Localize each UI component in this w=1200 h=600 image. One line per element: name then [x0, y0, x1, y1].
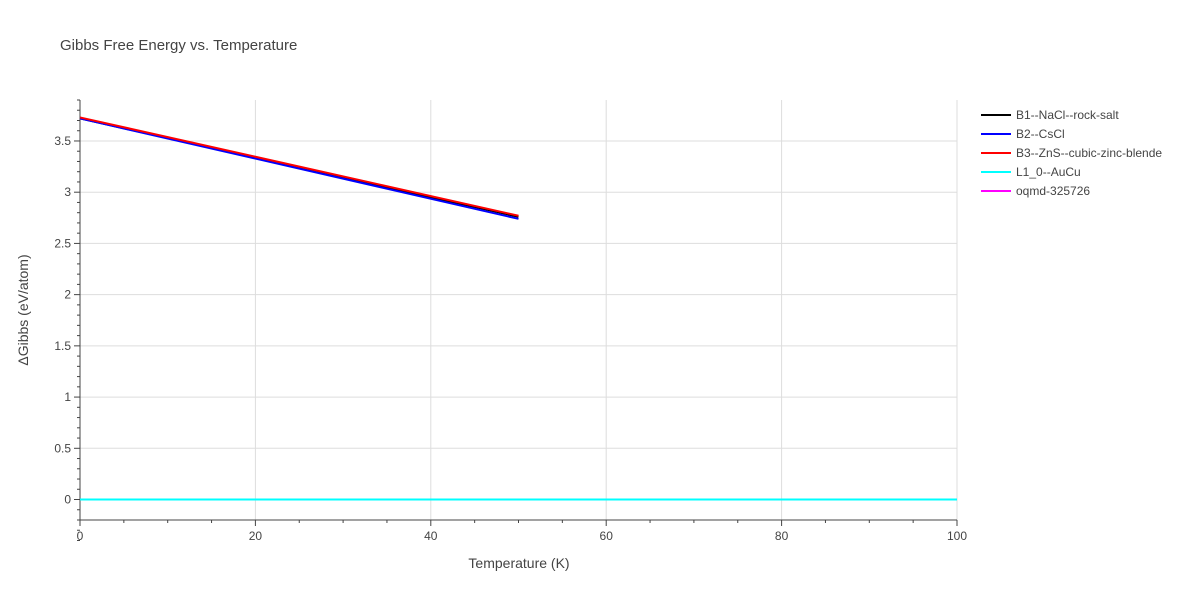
legend: B1--NaCl--rock-salt B2--CsCl B3--ZnS--cubi… [981, 108, 1162, 198]
legend-label: B3--ZnS--cubic-zinc-blende [1016, 146, 1162, 160]
legend-label: B2--CsCl [1016, 127, 1065, 141]
x-tick-label: 0 [77, 529, 84, 543]
y-tick-label: 0.5 [54, 441, 71, 455]
x-tick-label: 100 [947, 529, 967, 543]
y-tick-label: 3 [64, 185, 71, 199]
y-tick-label: 0 [64, 493, 71, 507]
y-tick-label: 1.5 [54, 339, 71, 353]
x-tick-label: 40 [424, 529, 438, 543]
legend-label: L1_0--AuCu [1016, 165, 1081, 179]
axes: 0 20 40 60 80 100 0 0.5 1 1.5 2 2.5 3 3.5 [54, 99, 967, 543]
y-tick-label: 2.5 [54, 236, 71, 250]
series-line [79, 117, 519, 220]
x-axis-title: Temperature (K) [468, 555, 569, 571]
y-axis-title: ΔGibbs (eV/atom) [15, 254, 31, 365]
series-lines [79, 116, 957, 501]
legend-label: B1--NaCl--rock-salt [1016, 108, 1119, 122]
y-tick-label: 2 [64, 288, 71, 302]
x-tick-label: 60 [600, 529, 614, 543]
legend-label: oqmd-325726 [1016, 184, 1090, 198]
x-tick-label: 80 [775, 529, 789, 543]
y-tick-label: 3.5 [54, 134, 71, 148]
y-tick-label: 1 [64, 390, 71, 404]
series-line [79, 116, 519, 217]
chart-title: Gibbs Free Energy vs. Temperature [60, 37, 297, 54]
grid [80, 100, 958, 520]
x-tick-label: 20 [249, 529, 263, 543]
